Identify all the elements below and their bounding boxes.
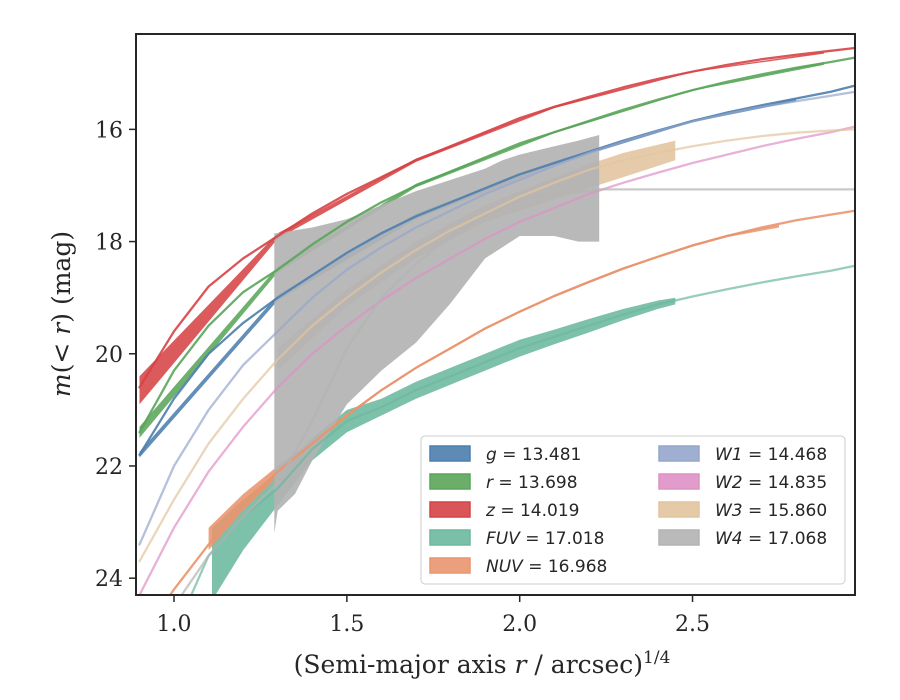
- y-tick-label: 24: [95, 567, 123, 592]
- series-lines: [138, 46, 855, 595]
- x-tick-label: 2.0: [502, 612, 537, 637]
- x-axis-label: (Semi-major axis r / arcsec)1/4: [294, 648, 671, 679]
- x-axis: 1.0 1.5 2.0 2.5: [157, 595, 710, 637]
- line-w4: [180, 188, 855, 595]
- line-g: [138, 84, 855, 456]
- uncertainty-bands: [139, 52, 824, 595]
- y-tick-label: 22: [95, 455, 123, 480]
- plot-frame: [135, 33, 856, 596]
- legend-swatch-z: [429, 501, 471, 518]
- legend-swatch-fuv: [429, 529, 471, 546]
- line-r: [138, 56, 855, 434]
- y-tick-label: 18: [95, 231, 123, 256]
- line-w3: [138, 128, 855, 563]
- legend-box: [420, 435, 846, 585]
- x-tick-label: 2.5: [675, 612, 710, 637]
- legend-swatch-w1: [658, 445, 700, 462]
- legend-label-w4: W4 = 17.068: [715, 529, 827, 549]
- line-z: [138, 46, 855, 389]
- x-tick-label: 1.5: [329, 612, 364, 637]
- band-w4: [274, 135, 600, 534]
- band-w3: [277, 140, 676, 371]
- line-fuv: [190, 264, 855, 595]
- y-axis: 16 18 20 22 24: [95, 118, 136, 592]
- legend-label-w2: W2 = 14.835: [715, 473, 827, 493]
- legend-label-z: z = 14.019: [485, 501, 579, 521]
- line-w2: [138, 125, 855, 595]
- legend-swatch-nuv: [429, 557, 471, 574]
- y-tick-label: 20: [95, 343, 123, 368]
- legend-label-w1: W1 = 14.468: [715, 445, 827, 465]
- legend-label-r: r = 13.698: [486, 473, 578, 493]
- line-nuv: [168, 209, 855, 595]
- legend-label-nuv: NUV = 16.968: [486, 557, 607, 577]
- line-w1: [138, 90, 855, 546]
- legend-swatch-w4: [658, 529, 700, 546]
- x-tick-label: 1.0: [157, 612, 192, 637]
- legend-swatch-w2: [658, 473, 700, 490]
- y-axis-label: m(< r) (mag): [47, 231, 76, 397]
- legend-swatch-g: [429, 445, 471, 462]
- legend-label-w3: W3 = 15.860: [715, 501, 827, 521]
- y-tick-label: 16: [95, 118, 123, 143]
- legend-label-g: g = 13.481: [486, 445, 581, 465]
- legend-label-fuv: FUV = 17.018: [486, 529, 604, 549]
- legend: g = 13.481 r = 13.698 z = 14.019 FUV = 17.0…: [420, 435, 846, 585]
- legend-swatch-w3: [658, 501, 700, 518]
- legend-swatch-r: [429, 473, 471, 490]
